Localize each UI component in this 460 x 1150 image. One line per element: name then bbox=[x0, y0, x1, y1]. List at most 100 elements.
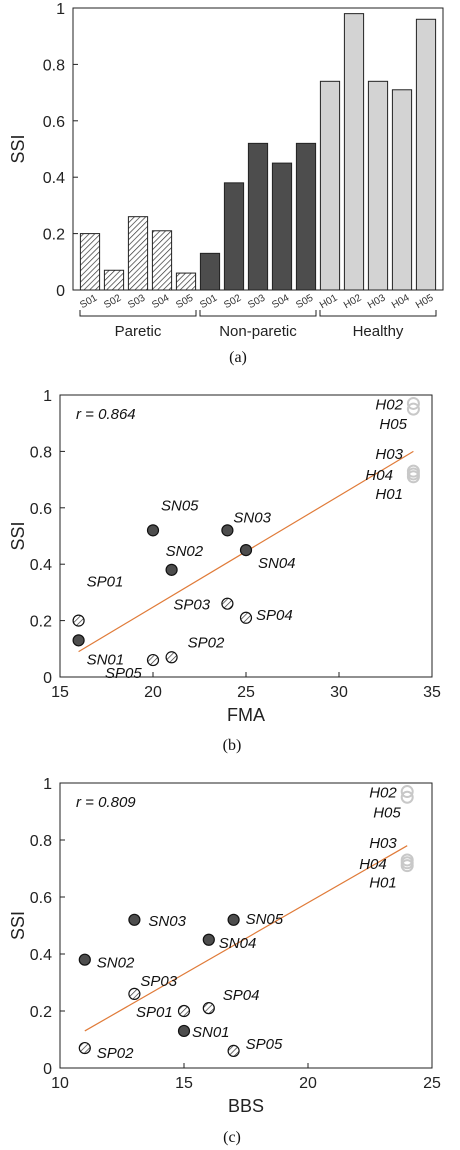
y-tick-label: 0.8 bbox=[30, 833, 52, 850]
bar bbox=[175, 272, 197, 291]
y-tick-label: 1 bbox=[56, 1, 65, 18]
correlation-annotation: r = 0.864 bbox=[76, 406, 136, 423]
bar bbox=[247, 142, 269, 291]
group-bracket bbox=[79, 310, 197, 317]
data-point bbox=[177, 1004, 191, 1018]
data-point-label: H02 bbox=[369, 785, 397, 802]
data-point bbox=[221, 597, 234, 610]
bar bbox=[415, 18, 437, 291]
bar-category-label: S02 bbox=[222, 292, 243, 311]
data-point bbox=[146, 524, 160, 537]
data-point-label: SN04 bbox=[258, 555, 296, 572]
data-point bbox=[72, 634, 85, 647]
group-label: Healthy bbox=[353, 323, 404, 340]
y-tick-label: 0.2 bbox=[30, 1004, 52, 1021]
data-point bbox=[239, 543, 253, 557]
plot-frame bbox=[59, 782, 433, 1069]
bar bbox=[223, 182, 245, 291]
bar-category-label: S04 bbox=[270, 292, 291, 311]
data-point bbox=[165, 563, 178, 576]
x-tick-label: 25 bbox=[237, 684, 255, 701]
bar bbox=[319, 80, 341, 291]
bar bbox=[79, 233, 101, 291]
x-tick-label: 15 bbox=[51, 684, 69, 701]
data-point bbox=[78, 953, 91, 966]
data-point-label: SN01 bbox=[192, 1024, 230, 1041]
y-tick-label: 1 bbox=[43, 776, 52, 793]
data-point bbox=[128, 987, 141, 1001]
data-point-label: SN02 bbox=[97, 955, 135, 972]
y-tick-label: 0.6 bbox=[30, 501, 52, 518]
data-point-label: H04 bbox=[365, 467, 393, 484]
data-point-label: H05 bbox=[379, 416, 407, 433]
y-tick-label: 0.6 bbox=[30, 890, 52, 907]
scatter-fma-panel: 15 20 25 30 35 0 0.2 0.4 0.6 0.8 1 FMA SSI r = 0.864 S… bbox=[8, 388, 441, 754]
data-point bbox=[221, 524, 234, 537]
x-tick-label: 25 bbox=[423, 1075, 441, 1092]
bar bbox=[151, 230, 173, 291]
data-point bbox=[400, 859, 414, 873]
data-point-label: SP04 bbox=[256, 607, 293, 624]
y-tick-label: 0.4 bbox=[30, 557, 52, 574]
data-point bbox=[406, 470, 420, 484]
group-bracket bbox=[199, 310, 317, 317]
group-label: Non-paretic bbox=[219, 323, 297, 340]
bar-category-label: S01 bbox=[198, 292, 219, 311]
x-tick-label: 30 bbox=[330, 684, 348, 701]
data-point-label: SN02 bbox=[166, 543, 204, 560]
y-tick-label: 0 bbox=[43, 1061, 52, 1078]
bar-category-label: H04 bbox=[390, 292, 412, 311]
x-tick-label: 15 bbox=[175, 1075, 193, 1092]
data-point bbox=[227, 913, 240, 926]
data-point bbox=[239, 611, 253, 624]
data-point-label: SN05 bbox=[246, 911, 284, 928]
data-point bbox=[78, 1041, 91, 1055]
panel-caption: (b) bbox=[223, 737, 242, 754]
bar bbox=[103, 269, 125, 291]
data-point-label: H01 bbox=[375, 486, 403, 503]
bar-category-label: S04 bbox=[150, 292, 171, 311]
y-tick-label: 1 bbox=[43, 388, 52, 405]
plot-frame bbox=[59, 394, 433, 678]
data-point bbox=[128, 913, 141, 926]
bar-category-label: S01 bbox=[78, 292, 99, 311]
x-tick-label: 10 bbox=[51, 1075, 69, 1092]
bar-category-label: H03 bbox=[366, 292, 388, 311]
y-tick-label: 0.2 bbox=[43, 227, 65, 244]
data-point-label: SN04 bbox=[219, 935, 257, 952]
data-point-label: H03 bbox=[375, 446, 403, 463]
data-point-label: SN01 bbox=[87, 651, 125, 668]
bar bbox=[199, 252, 221, 291]
panel-caption: (a) bbox=[229, 349, 247, 366]
fit-line bbox=[84, 845, 408, 1032]
data-point-label: H01 bbox=[369, 875, 397, 892]
y-tick-label: 0.6 bbox=[43, 114, 65, 131]
y-axis-label: SSI bbox=[8, 911, 28, 940]
bar-category-label: S02 bbox=[102, 292, 123, 311]
data-point bbox=[72, 614, 85, 627]
data-point bbox=[227, 1044, 240, 1058]
y-tick-label: 0 bbox=[56, 283, 65, 300]
bar-category-label: S03 bbox=[126, 292, 147, 311]
data-point-label: SP03 bbox=[173, 597, 210, 614]
y-tick-label: 0.4 bbox=[30, 947, 52, 964]
data-point bbox=[177, 1024, 191, 1038]
bar-category-label: H05 bbox=[414, 292, 436, 311]
bar bbox=[367, 80, 389, 291]
data-point-label: SN03 bbox=[233, 509, 271, 526]
data-point-label: H05 bbox=[373, 804, 401, 821]
data-point-label: H03 bbox=[369, 835, 397, 852]
data-point-label: H04 bbox=[359, 856, 387, 873]
data-point bbox=[146, 653, 160, 667]
panel-caption: (c) bbox=[223, 1129, 241, 1146]
bar bbox=[295, 142, 317, 291]
data-point bbox=[165, 651, 178, 664]
group-label: Paretic bbox=[115, 323, 162, 340]
data-point-label: SP05 bbox=[105, 665, 142, 682]
y-tick-label: 0.8 bbox=[30, 444, 52, 461]
scatter-bbs-panel: 10 15 20 25 0 0.2 0.4 0.6 0.8 1 BBS SSI r = 0.809 SN0… bbox=[8, 776, 441, 1146]
y-tick-label: 0 bbox=[43, 670, 52, 687]
x-axis-label: FMA bbox=[227, 705, 265, 725]
x-tick-label: 20 bbox=[144, 684, 162, 701]
